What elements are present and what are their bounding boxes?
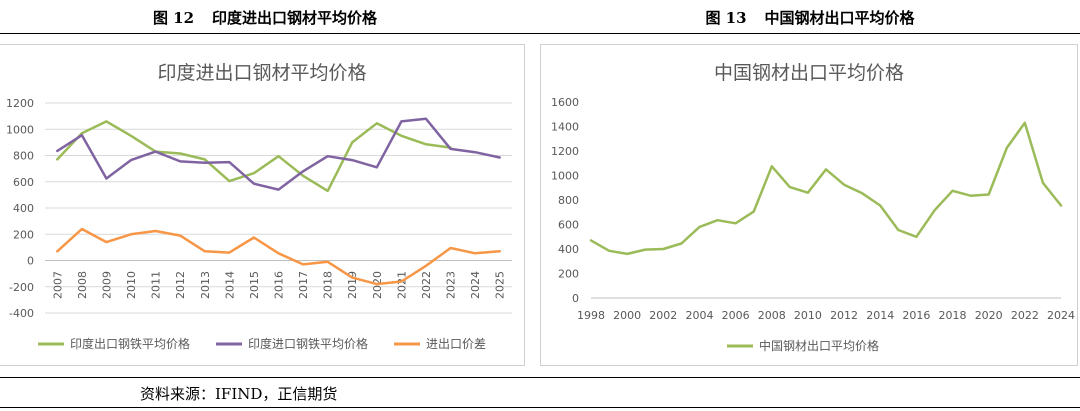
series-2-line <box>56 227 501 286</box>
chart-title: 印度进出口钢材平均价格 <box>157 62 366 84</box>
x-tick-label: 2021 <box>395 271 408 299</box>
x-tick-label: 2024 <box>469 271 482 299</box>
series-2-legend-label: 进出口价差 <box>426 337 486 351</box>
series-0-legend-label: 中国钢材出口平均价格 <box>759 338 879 353</box>
y-tick-label: 1200 <box>6 97 34 110</box>
x-tick-label: 2008 <box>758 309 786 322</box>
x-tick-label: 2015 <box>248 271 261 299</box>
y-tick-label: 200 <box>558 268 579 281</box>
y-tick-label: 600 <box>13 176 34 189</box>
y-tick-label: -200 <box>9 281 34 294</box>
series-1-legend-label: 印度进口钢铁平均价格 <box>248 336 368 351</box>
x-tick-label: 2006 <box>722 309 750 322</box>
y-tick-label: 400 <box>558 243 579 256</box>
y-tick-label: 1000 <box>551 170 579 183</box>
source-note: 资料来源：IFIND，正信期货 <box>140 385 338 403</box>
x-tick-label: 2014 <box>866 309 894 322</box>
x-tick-label: 2016 <box>273 271 286 299</box>
figure-12-caption: 图 12 印度进出口钢材平均价格 <box>0 6 530 30</box>
y-tick-label: 800 <box>13 150 34 163</box>
x-tick-label: 2008 <box>76 271 89 299</box>
y-tick-label: 600 <box>558 219 579 232</box>
y-tick-label: 400 <box>13 202 34 215</box>
series-1-line <box>56 117 501 191</box>
series-0-legend-label: 印度出口钢铁平均价格 <box>70 336 190 351</box>
china-chart-panel: 中国钢材出口平均价格 0 200 400 600 800 1000 1200 1400 1600 1… <box>540 44 1078 366</box>
x-tick-label: 2002 <box>649 309 677 322</box>
x-tick-label: 2022 <box>1011 309 1039 322</box>
y-tick-label: 1600 <box>551 96 579 109</box>
y-tick-label: 1000 <box>6 123 34 136</box>
x-tick-label: 2012 <box>830 309 858 322</box>
x-tick-label: 2017 <box>297 271 310 299</box>
x-tick-label: 2018 <box>322 271 335 299</box>
x-tick-label: 2025 <box>494 271 507 299</box>
middle-rule <box>0 377 1080 378</box>
x-tick-label: 2024 <box>1047 309 1075 322</box>
series-0-line <box>56 120 452 193</box>
x-tick-label: 2020 <box>975 309 1003 322</box>
chart-title: 中国钢材出口平均价格 <box>714 62 904 84</box>
x-tick-label: 2014 <box>223 271 236 299</box>
figure-12-title: 印度进出口钢材平均价格 <box>212 9 378 27</box>
y-tick-label: -400 <box>9 307 34 320</box>
india-price-chart: 印度进出口钢材平均价格 -400 -200 0 200 400 600 800 1000 1200… <box>6 62 512 351</box>
x-tick-label: 2000 <box>613 309 641 322</box>
figure-13-title: 中国钢材出口平均价格 <box>764 9 915 27</box>
y-tick-label: 1200 <box>551 145 579 158</box>
top-rule <box>0 33 1080 34</box>
x-tick-label: 2009 <box>100 271 113 299</box>
x-tick-label: 2023 <box>445 271 458 299</box>
y-tick-label: 0 <box>27 255 34 268</box>
x-tick-label: 2011 <box>150 271 163 299</box>
x-tick-label: 2004 <box>685 309 713 322</box>
y-tick-label: 1400 <box>551 121 579 134</box>
figure-13-label: 图 13 <box>705 9 747 27</box>
china-price-chart: 中国钢材出口平均价格 0 200 400 600 800 1000 1200 1400 1600 1… <box>551 62 1075 353</box>
x-tick-label: 1998 <box>577 309 605 322</box>
series-0-line <box>589 121 1063 256</box>
figure-13-caption: 图 13 中国钢材出口平均价格 <box>540 6 1080 30</box>
figure-12-label: 图 12 <box>152 9 195 27</box>
x-tick-label: 2010 <box>125 271 138 299</box>
x-tick-label: 2022 <box>420 271 433 299</box>
y-tick-label: 200 <box>13 228 34 241</box>
india-chart-panel: 印度进出口钢材平均价格 -400 -200 0 200 400 600 800 1000 1200… <box>0 44 525 366</box>
x-tick-label: 2012 <box>174 271 187 299</box>
y-tick-label: 0 <box>572 292 579 305</box>
bottom-rule <box>0 407 1080 408</box>
y-tick-label: 800 <box>558 194 579 207</box>
x-tick-label: 2010 <box>794 309 822 322</box>
x-tick-label: 2016 <box>902 309 930 322</box>
x-tick-label: 2013 <box>199 271 212 299</box>
x-tick-label: 2018 <box>939 309 967 322</box>
x-tick-label: 2007 <box>51 271 64 299</box>
